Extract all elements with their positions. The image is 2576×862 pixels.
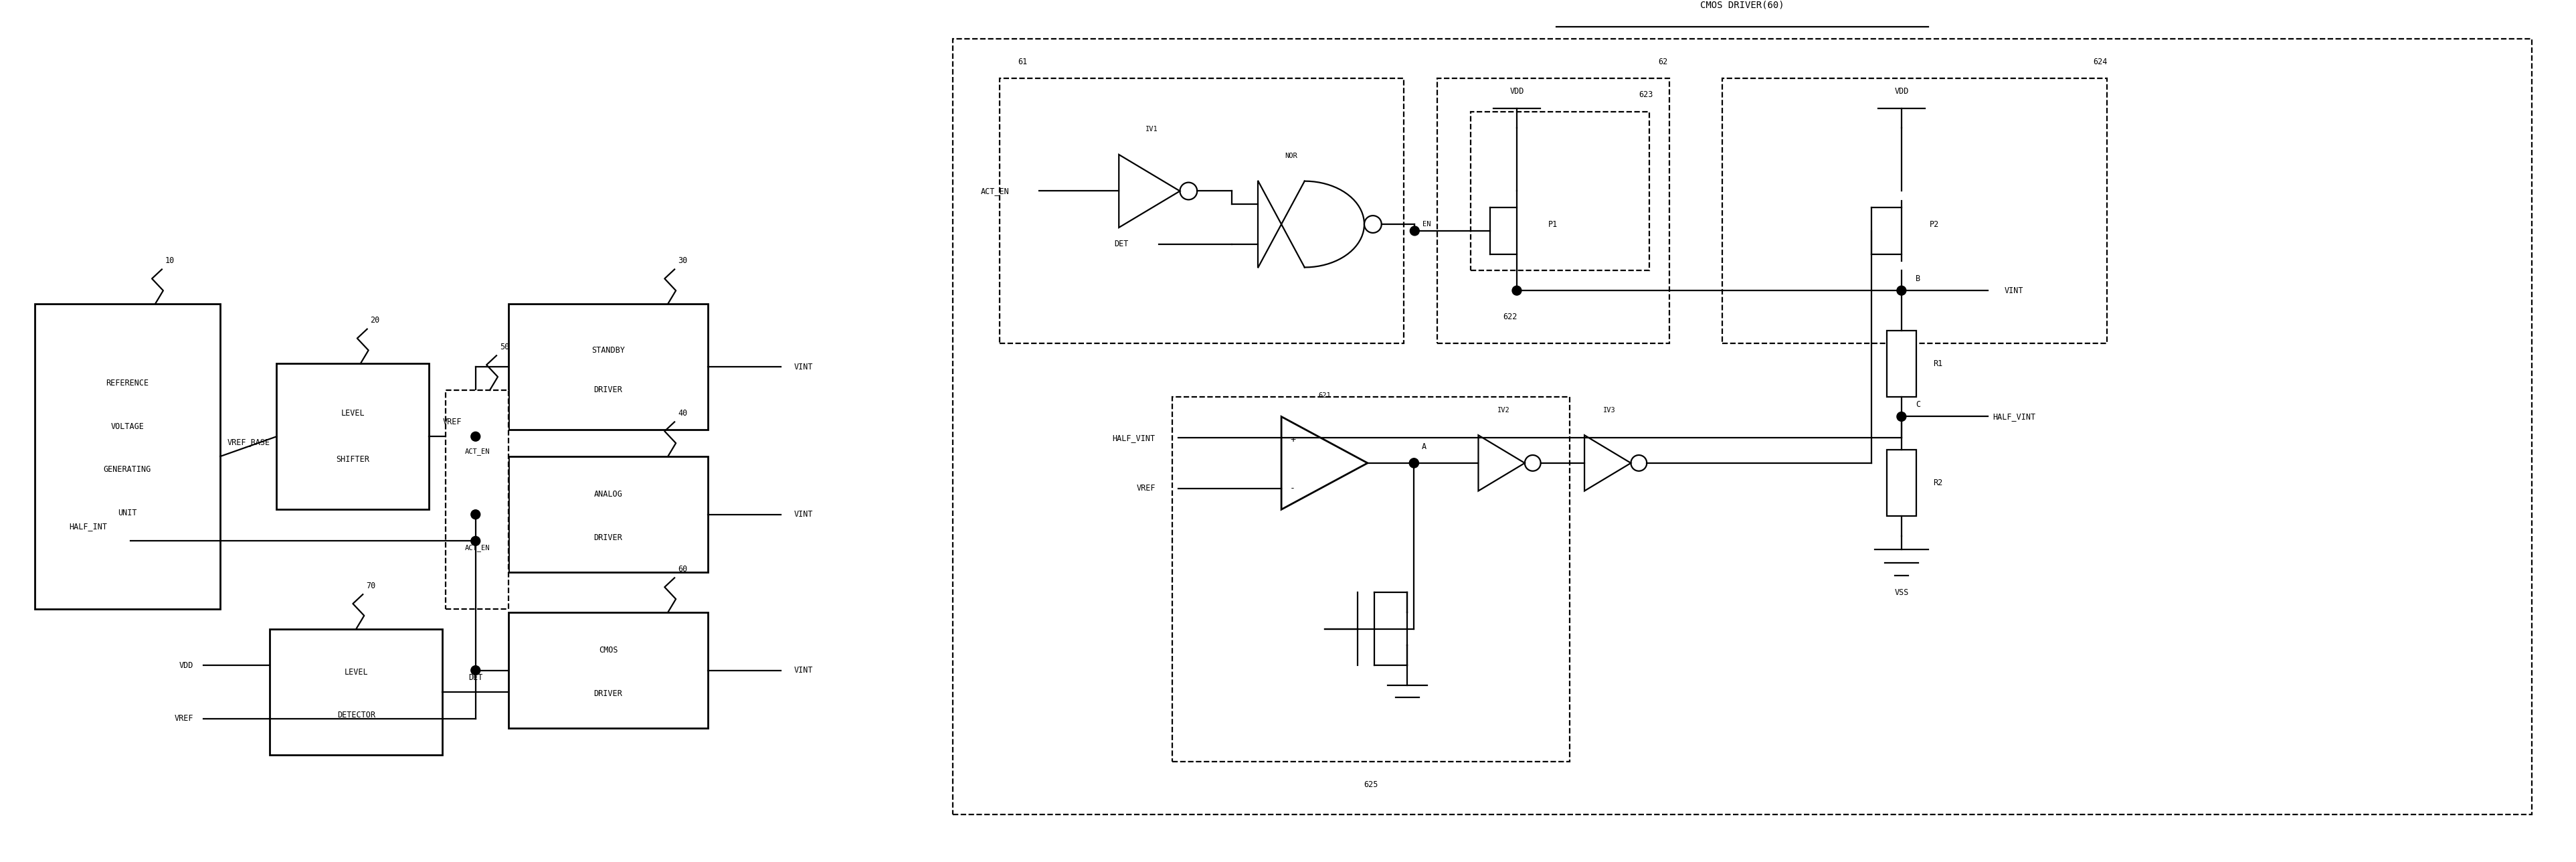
Text: P1: P1 [1548, 220, 1558, 228]
Bar [953, 39, 2532, 815]
Text: 40: 40 [677, 409, 688, 418]
Circle shape [1409, 459, 1419, 468]
Text: CMOS: CMOS [598, 646, 618, 655]
Text: VREF_BASE: VREF_BASE [227, 438, 270, 447]
Text: HALF_INT: HALF_INT [70, 522, 108, 531]
Text: R1: R1 [1932, 359, 1942, 368]
Bar [1172, 397, 1569, 761]
Text: HALF_VINT: HALF_VINT [1113, 434, 1157, 442]
Text: DETECTOR: DETECTOR [337, 711, 376, 720]
Text: VINT: VINT [793, 666, 814, 675]
Text: ACT_EN: ACT_EN [464, 447, 489, 455]
Text: VINT: VINT [2004, 286, 2025, 295]
Text: IV3: IV3 [1602, 407, 1615, 413]
Text: VREF: VREF [443, 417, 461, 427]
Text: 60: 60 [677, 565, 688, 573]
Text: GENERATING: GENERATING [103, 465, 152, 474]
Bar [507, 612, 708, 728]
Circle shape [1409, 459, 1419, 468]
Text: DRIVER: DRIVER [595, 690, 623, 698]
Text: 50: 50 [500, 342, 510, 352]
Text: ACT_EN: ACT_EN [981, 187, 1010, 196]
Text: VREF: VREF [1136, 484, 1157, 492]
Circle shape [471, 509, 479, 519]
Text: C: C [1917, 400, 1922, 409]
Text: 621: 621 [1319, 392, 1332, 399]
Circle shape [471, 665, 479, 675]
Circle shape [471, 432, 479, 441]
Text: IV2: IV2 [1497, 407, 1510, 413]
Text: ACT_EN: ACT_EN [464, 544, 489, 552]
Text: DET: DET [1115, 240, 1128, 248]
Text: 625: 625 [1363, 780, 1378, 789]
Text: HALF_VINT: HALF_VINT [1994, 412, 2035, 421]
Bar [507, 303, 708, 430]
Circle shape [1896, 412, 1906, 422]
Text: 622: 622 [1502, 313, 1517, 322]
Circle shape [471, 536, 479, 546]
Bar [1886, 450, 1917, 516]
Bar [1886, 330, 1917, 397]
Text: DET: DET [469, 673, 482, 682]
Text: 70: 70 [366, 582, 376, 590]
Text: VINT: VINT [793, 363, 814, 372]
Bar [507, 456, 708, 572]
Text: B: B [1917, 274, 1922, 283]
Text: EN: EN [1422, 221, 1430, 228]
Bar [276, 364, 430, 509]
Bar [999, 78, 1404, 344]
Text: VDD: VDD [1510, 87, 1525, 96]
Bar [1437, 78, 1669, 344]
Bar [33, 303, 219, 609]
Text: A: A [1422, 442, 1427, 451]
Text: DRIVER: DRIVER [595, 534, 623, 542]
Text: STANDBY: STANDBY [592, 346, 626, 354]
Text: -: - [1291, 484, 1296, 492]
Text: 624: 624 [2094, 58, 2107, 66]
Text: VSS: VSS [1893, 588, 1909, 597]
Text: UNIT: UNIT [118, 509, 137, 517]
Text: VDD: VDD [1893, 87, 1909, 96]
Text: SHIFTER: SHIFTER [337, 455, 368, 464]
Text: +: + [1291, 435, 1296, 444]
Text: DRIVER: DRIVER [595, 385, 623, 395]
Text: VINT: VINT [793, 510, 814, 519]
Text: 20: 20 [371, 316, 379, 325]
Text: R2: R2 [1932, 478, 1942, 487]
Bar [270, 629, 443, 755]
Text: 61: 61 [1018, 58, 1028, 66]
Text: IV1: IV1 [1146, 126, 1159, 133]
Text: VOLTAGE: VOLTAGE [111, 422, 144, 431]
Bar [1471, 111, 1649, 271]
Text: LEVEL: LEVEL [340, 409, 366, 418]
Circle shape [1409, 226, 1419, 235]
Text: CMOS DRIVER(60): CMOS DRIVER(60) [1700, 1, 1785, 10]
Text: 10: 10 [165, 256, 175, 265]
Bar [1723, 78, 2107, 344]
Text: ANALOG: ANALOG [595, 490, 623, 499]
Text: LEVEL: LEVEL [345, 668, 368, 677]
Text: VREF: VREF [175, 714, 193, 723]
Text: 623: 623 [1638, 91, 1654, 99]
Text: NOR: NOR [1285, 153, 1298, 159]
Text: VDD: VDD [180, 661, 193, 670]
Bar [446, 390, 507, 609]
Text: 62: 62 [1659, 58, 1667, 66]
Text: P2: P2 [1929, 220, 1940, 228]
Text: 30: 30 [677, 256, 688, 265]
Circle shape [1896, 286, 1906, 295]
Circle shape [1512, 286, 1522, 295]
Text: REFERENCE: REFERENCE [106, 379, 149, 388]
